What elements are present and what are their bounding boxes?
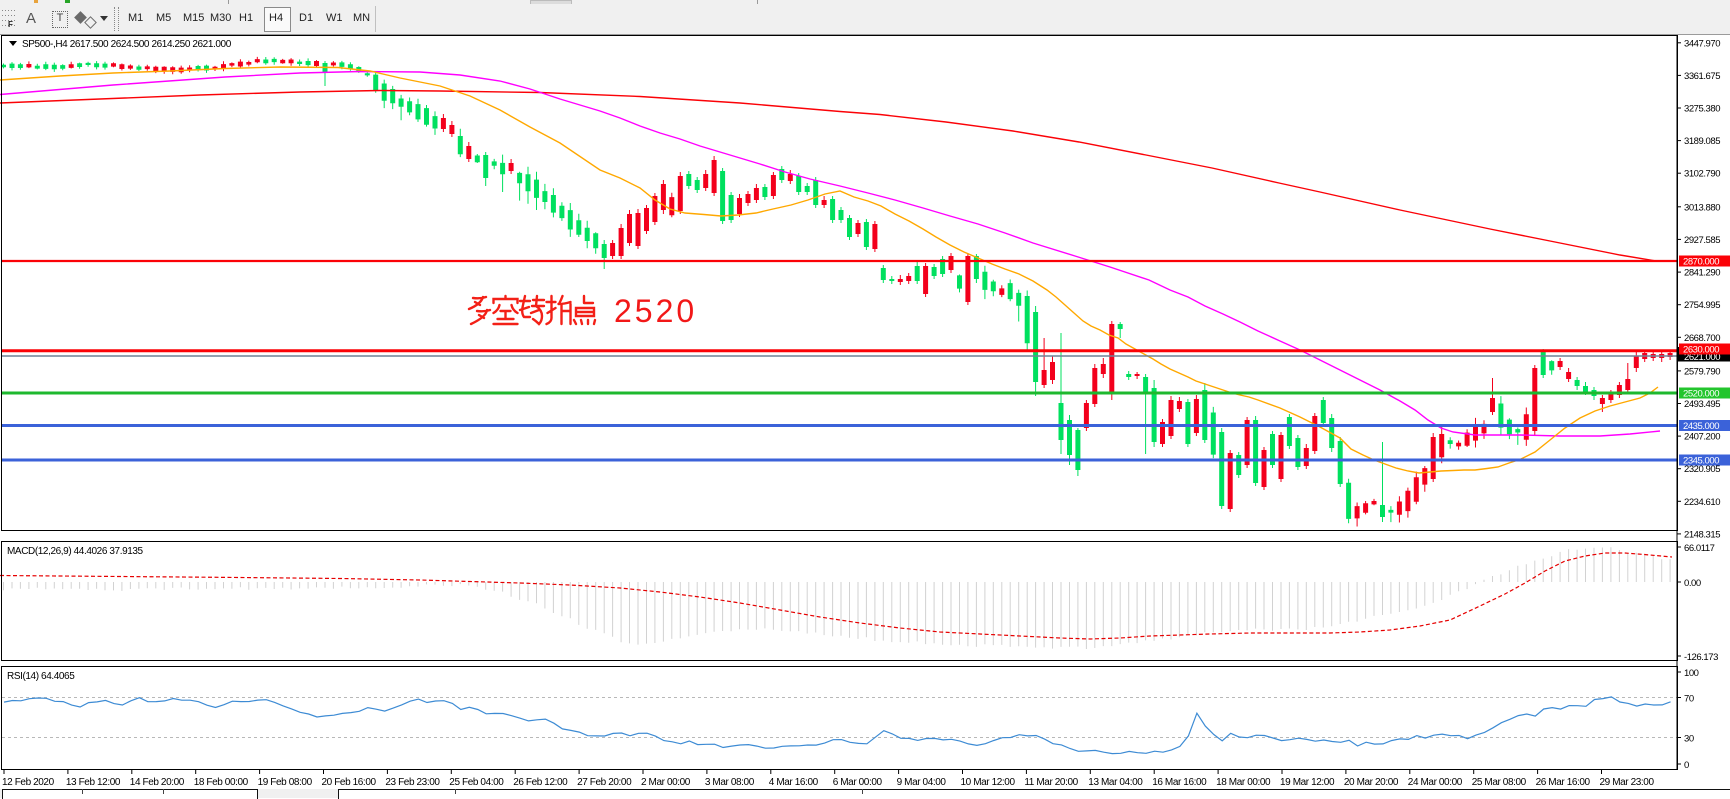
svg-text:2148.315: 2148.315 [1684, 529, 1720, 540]
svg-text:26 Feb 12:00: 26 Feb 12:00 [513, 777, 568, 788]
svg-text:2621.000: 2621.000 [1684, 352, 1720, 363]
svg-text:2841.290: 2841.290 [1684, 268, 1720, 279]
svg-text:19 Mar 12:00: 19 Mar 12:00 [1280, 777, 1335, 788]
svg-text:4 Mar 16:00: 4 Mar 16:00 [769, 777, 819, 788]
svg-text:18 Mar 00:00: 18 Mar 00:00 [1216, 777, 1271, 788]
svg-text:20 Feb 16:00: 20 Feb 16:00 [322, 777, 377, 788]
svg-text:2520: 2520 [614, 293, 697, 329]
svg-text:66.0117: 66.0117 [1684, 543, 1715, 554]
svg-text:11 Mar 20:00: 11 Mar 20:00 [1024, 777, 1078, 788]
svg-text:2754.995: 2754.995 [1684, 300, 1720, 311]
svg-text:-126.173: -126.173 [1684, 652, 1718, 663]
svg-text:2927.585: 2927.585 [1684, 235, 1720, 246]
svg-text:13 Mar 04:00: 13 Mar 04:00 [1088, 777, 1143, 788]
svg-text:3447.970: 3447.970 [1684, 38, 1720, 49]
svg-text:26 Mar 16:00: 26 Mar 16:00 [1536, 777, 1591, 788]
svg-text:2407.200: 2407.200 [1684, 432, 1720, 443]
svg-text:20 Mar 20:00: 20 Mar 20:00 [1344, 777, 1399, 788]
svg-text:30: 30 [1684, 734, 1694, 745]
svg-text:19 Feb 08:00: 19 Feb 08:00 [258, 777, 313, 788]
svg-text:18 Feb 00:00: 18 Feb 00:00 [194, 777, 249, 788]
svg-text:0.00: 0.00 [1684, 578, 1701, 589]
svg-text:2630.000: 2630.000 [1683, 345, 1719, 356]
svg-text:70: 70 [1684, 694, 1694, 705]
svg-text:23 Feb 23:00: 23 Feb 23:00 [385, 777, 440, 788]
svg-text:25 Feb 04:00: 25 Feb 04:00 [449, 777, 504, 788]
svg-text:2493.495: 2493.495 [1684, 399, 1720, 410]
svg-text:24 Mar 00:00: 24 Mar 00:00 [1408, 777, 1463, 788]
svg-text:16 Mar 16:00: 16 Mar 16:00 [1152, 777, 1207, 788]
svg-text:SP500-,H4 2617.500 2624.500 2: SP500-,H4 2617.500 2624.500 2614.250 262… [22, 39, 232, 50]
svg-text:2668.700: 2668.700 [1684, 333, 1720, 344]
svg-text:RSI(14) 64.4065: RSI(14) 64.4065 [7, 671, 75, 682]
svg-text:MACD(12,26,9) 44.4026 37.9135: MACD(12,26,9) 44.4026 37.9135 [7, 546, 144, 557]
svg-text:2 Mar 00:00: 2 Mar 00:00 [641, 777, 691, 788]
svg-text:29 Mar 23:00: 29 Mar 23:00 [1600, 777, 1655, 788]
svg-text:25 Mar 08:00: 25 Mar 08:00 [1472, 777, 1527, 788]
svg-text:2234.610: 2234.610 [1684, 497, 1720, 508]
svg-text:3189.085: 3189.085 [1684, 136, 1720, 147]
svg-text:3013.880: 3013.880 [1684, 202, 1720, 213]
svg-text:2320.905: 2320.905 [1684, 464, 1720, 475]
svg-text:3275.380: 3275.380 [1684, 104, 1720, 115]
svg-text:9 Mar 04:00: 9 Mar 04:00 [897, 777, 947, 788]
svg-text:6 Mar 00:00: 6 Mar 00:00 [833, 777, 883, 788]
svg-text:100: 100 [1684, 668, 1699, 679]
svg-text:2520.000: 2520.000 [1683, 389, 1719, 400]
svg-text:3 Mar 08:00: 3 Mar 08:00 [705, 777, 755, 788]
svg-text:14 Feb 20:00: 14 Feb 20:00 [130, 777, 185, 788]
svg-text:3102.790: 3102.790 [1684, 169, 1720, 180]
svg-text:12 Feb 2020: 12 Feb 2020 [2, 777, 55, 788]
svg-text:2579.790: 2579.790 [1684, 366, 1720, 377]
svg-text:3361.675: 3361.675 [1684, 71, 1720, 82]
svg-text:2345.000: 2345.000 [1683, 456, 1719, 467]
svg-text:2870.000: 2870.000 [1683, 257, 1719, 268]
svg-text:2435.000: 2435.000 [1683, 421, 1719, 432]
svg-text:13 Feb 12:00: 13 Feb 12:00 [66, 777, 121, 788]
svg-text:27 Feb 20:00: 27 Feb 20:00 [577, 777, 632, 788]
svg-text:10 Mar 12:00: 10 Mar 12:00 [961, 777, 1016, 788]
svg-text:0: 0 [1684, 760, 1689, 771]
